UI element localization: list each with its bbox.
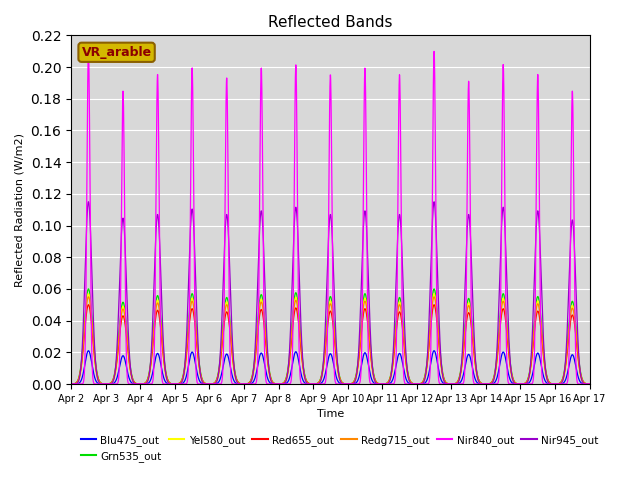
Nir840_out — [84, 48, 92, 54]
Grn535_out — [157, 321, 165, 327]
Line: Yel580_out: Yel580_out — [71, 294, 589, 384]
X-axis label: Time: Time — [317, 409, 344, 419]
Red655_out — [586, 381, 593, 387]
Nir945_out — [266, 375, 274, 381]
Nir945_out — [157, 284, 165, 290]
Red655_out — [266, 373, 274, 379]
Nir945_out — [576, 363, 584, 369]
Line: Redg715_out: Redg715_out — [71, 297, 589, 384]
Red655_out — [576, 366, 584, 372]
Yel580_out — [289, 320, 296, 326]
Redg715_out — [67, 381, 75, 387]
Nir840_out — [586, 381, 593, 387]
Yel580_out — [157, 328, 165, 334]
Grn535_out — [84, 286, 92, 292]
Red655_out — [520, 381, 527, 386]
Nir840_out — [67, 381, 75, 387]
Redg715_out — [289, 319, 296, 325]
Nir840_out — [520, 381, 527, 387]
Grn535_out — [266, 372, 274, 378]
Nir840_out — [127, 381, 134, 387]
Title: Reflected Bands: Reflected Bands — [268, 15, 392, 30]
Redg715_out — [586, 381, 593, 387]
Yel580_out — [520, 381, 527, 387]
Redg715_out — [576, 365, 584, 371]
Red655_out — [157, 331, 165, 337]
Blu475_out — [266, 380, 274, 386]
Nir945_out — [289, 266, 296, 272]
Yel580_out — [67, 381, 75, 387]
Redg715_out — [520, 381, 527, 386]
Grn535_out — [520, 381, 527, 386]
Grn535_out — [67, 381, 75, 387]
Nir840_out — [576, 381, 584, 387]
Redg715_out — [157, 326, 165, 332]
Blu475_out — [289, 360, 296, 366]
Redg715_out — [84, 294, 92, 300]
Line: Grn535_out: Grn535_out — [71, 289, 589, 384]
Blu475_out — [520, 381, 527, 387]
Grn535_out — [576, 363, 584, 369]
Nir945_out — [127, 365, 134, 371]
Y-axis label: Reflected Radiation (W/m2): Reflected Radiation (W/m2) — [15, 132, 25, 287]
Legend: Blu475_out, Grn535_out, Yel580_out, Red655_out, Redg715_out, Nir840_out, Nir945_: Blu475_out, Grn535_out, Yel580_out, Red6… — [76, 431, 602, 466]
Grn535_out — [586, 381, 593, 387]
Redg715_out — [266, 373, 274, 379]
Yel580_out — [266, 375, 274, 381]
Blu475_out — [127, 378, 134, 384]
Redg715_out — [127, 366, 134, 372]
Nir945_out — [520, 381, 527, 387]
Red655_out — [289, 325, 296, 331]
Red655_out — [127, 368, 134, 373]
Grn535_out — [127, 365, 134, 371]
Line: Blu475_out: Blu475_out — [71, 351, 589, 384]
Blu475_out — [576, 378, 584, 384]
Blu475_out — [586, 381, 593, 387]
Line: Red655_out: Red655_out — [71, 305, 589, 384]
Nir945_out — [586, 381, 593, 387]
Yel580_out — [127, 370, 134, 375]
Nir840_out — [157, 361, 165, 367]
Blu475_out — [67, 381, 75, 387]
Nir840_out — [266, 381, 274, 387]
Red655_out — [67, 381, 75, 387]
Red655_out — [84, 302, 92, 308]
Grn535_out — [289, 313, 296, 319]
Line: Nir840_out: Nir840_out — [71, 51, 589, 384]
Nir840_out — [289, 343, 296, 349]
Line: Nir945_out: Nir945_out — [71, 202, 589, 384]
Yel580_out — [84, 291, 92, 297]
Yel580_out — [576, 368, 584, 374]
Nir945_out — [67, 381, 75, 387]
Yel580_out — [586, 381, 593, 387]
Text: VR_arable: VR_arable — [81, 46, 152, 59]
Nir945_out — [84, 199, 92, 204]
Blu475_out — [84, 348, 92, 354]
Blu475_out — [157, 364, 165, 370]
